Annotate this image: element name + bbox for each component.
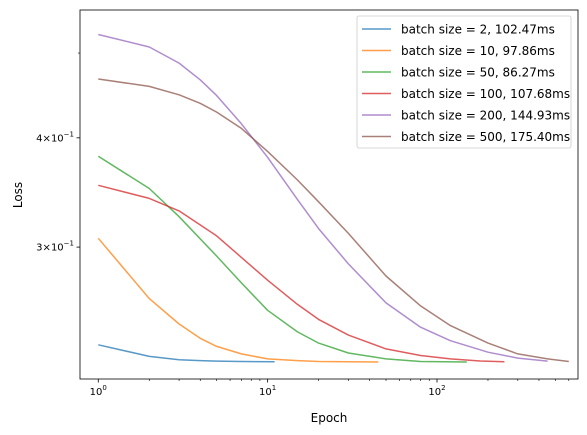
y-tick-label: 4×10−1 — [36, 130, 74, 144]
x-axis-label: Epoch — [311, 411, 348, 425]
series-line-1 — [97, 237, 379, 363]
legend-entry-label-4: batch size = 200, 144.93ms — [401, 109, 570, 123]
series-line-0 — [98, 344, 275, 363]
x-tick-label: 101 — [259, 384, 276, 398]
legend-box — [356, 15, 572, 149]
series-layer — [97, 33, 569, 363]
plot-frame — [79, 9, 579, 380]
series-line-4 — [98, 33, 548, 362]
y-axis-ticks: 3×10−1 4×10−1 — [36, 52, 80, 254]
legend-entry-label-2: batch size = 50, 86.27ms — [401, 66, 555, 80]
legend-entry-label-5: batch size = 500, 175.40ms — [401, 130, 570, 144]
x-tick-label: 102 — [428, 384, 445, 398]
series-line-5 — [98, 78, 569, 363]
y-axis-label: Loss — [11, 182, 25, 208]
legend-entry-label-0: batch size = 2, 102.47ms — [401, 23, 555, 37]
legend-entry-label-1: batch size = 10, 97.86ms — [401, 44, 555, 58]
legend: batch size = 2, 102.47ms batch size = 10,… — [356, 15, 572, 149]
x-tick-label: 100 — [90, 384, 107, 398]
x-axis-ticks: 100 101 102 — [90, 379, 570, 398]
series-line-2 — [97, 155, 467, 363]
series-line-3 — [98, 184, 505, 363]
legend-entry-label-3: batch size = 100, 107.68ms — [401, 87, 570, 101]
y-tick-label: 3×10−1 — [36, 240, 74, 254]
